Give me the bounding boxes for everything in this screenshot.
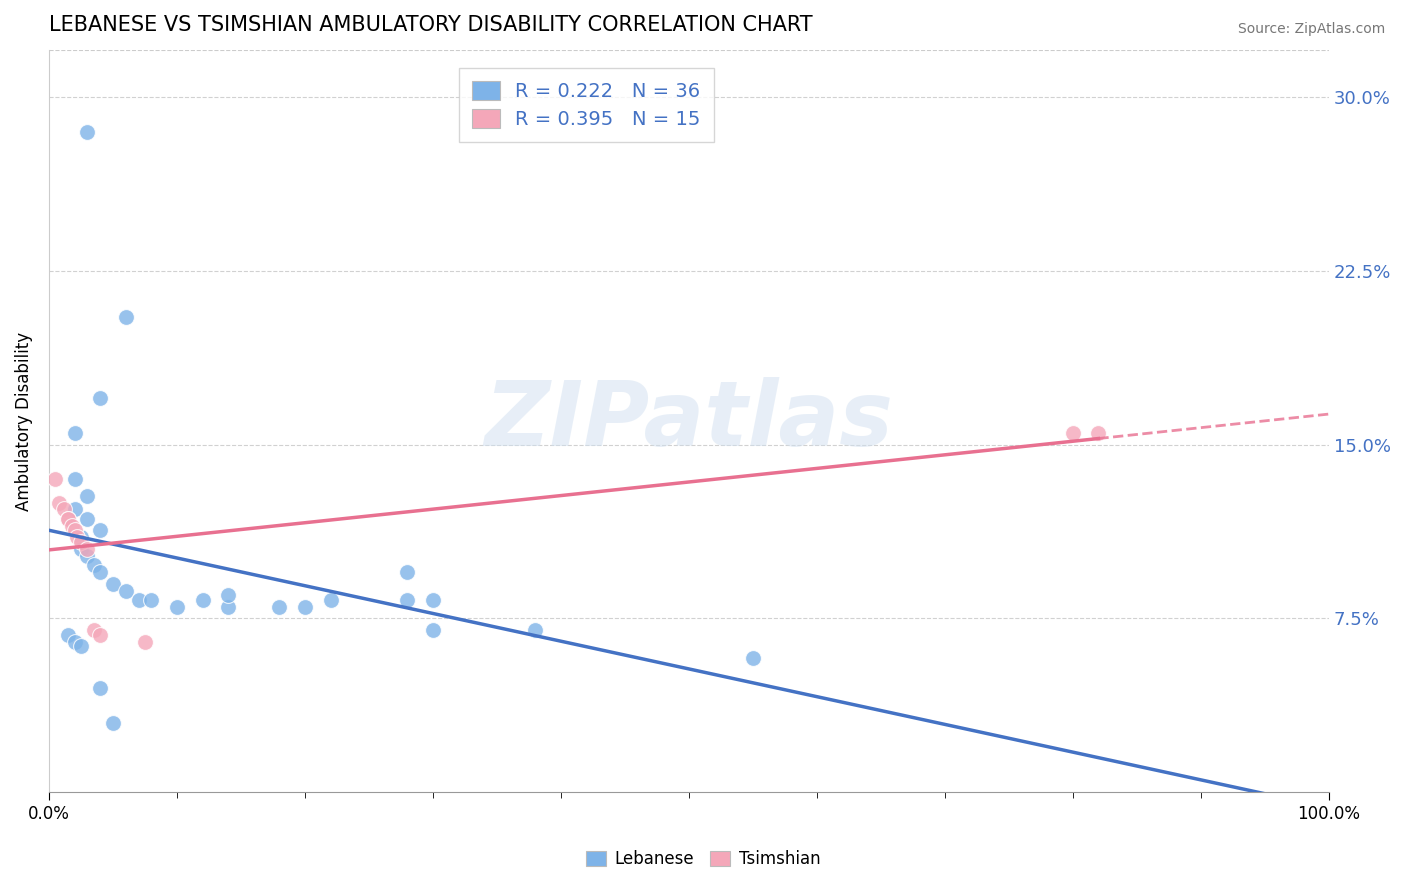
Point [396, 565, 419, 579]
Point [89, 627, 111, 641]
Point [114, 310, 136, 324]
Point [76, 541, 98, 556]
Point [294, 599, 316, 614]
Point [269, 599, 291, 614]
Point [101, 715, 124, 730]
Point [524, 623, 547, 637]
Point [76, 489, 98, 503]
Point [56, 512, 79, 526]
Point [166, 599, 188, 614]
Point [1087, 425, 1109, 440]
Point [63, 472, 86, 486]
Point [76, 125, 98, 139]
Point [217, 588, 239, 602]
Text: LEBANESE VS TSIMSHIAN AMBULATORY DISABILITY CORRELATION CHART: LEBANESE VS TSIMSHIAN AMBULATORY DISABIL… [49, 15, 813, 35]
Legend: Lebanese, Tsimshian: Lebanese, Tsimshian [579, 844, 827, 875]
Text: ZIPatlas: ZIPatlas [485, 377, 893, 466]
Point [60, 518, 83, 533]
Point [63, 634, 86, 648]
Point [89, 681, 111, 695]
Point [48, 495, 70, 509]
Point [83, 558, 105, 573]
Point [66, 530, 89, 544]
Point [319, 593, 342, 607]
Point [70, 541, 93, 556]
Point [134, 634, 156, 648]
Point [56, 512, 79, 526]
Y-axis label: Ambulatory Disability: Ambulatory Disability [15, 332, 32, 511]
Point [422, 623, 444, 637]
Point [128, 593, 150, 607]
Point [70, 535, 93, 549]
Point [56, 627, 79, 641]
Text: Source: ZipAtlas.com: Source: ZipAtlas.com [1237, 22, 1385, 37]
Point [89, 391, 111, 405]
Point [89, 565, 111, 579]
Point [63, 425, 86, 440]
Point [101, 576, 124, 591]
Point [141, 593, 163, 607]
Point [1062, 425, 1084, 440]
Point [114, 583, 136, 598]
Point [396, 593, 419, 607]
Point [83, 623, 105, 637]
Point [63, 524, 86, 538]
Point [70, 530, 93, 544]
Point [53, 502, 76, 516]
Point [741, 650, 763, 665]
Point [63, 502, 86, 516]
Point [422, 593, 444, 607]
Point [191, 593, 214, 607]
Point [44, 472, 66, 486]
Point [217, 599, 239, 614]
Legend: R = 0.222   N = 36, R = 0.395   N = 15: R = 0.222 N = 36, R = 0.395 N = 15 [458, 68, 714, 143]
Point [70, 639, 93, 653]
Point [89, 524, 111, 538]
Point [76, 549, 98, 563]
Point [76, 512, 98, 526]
